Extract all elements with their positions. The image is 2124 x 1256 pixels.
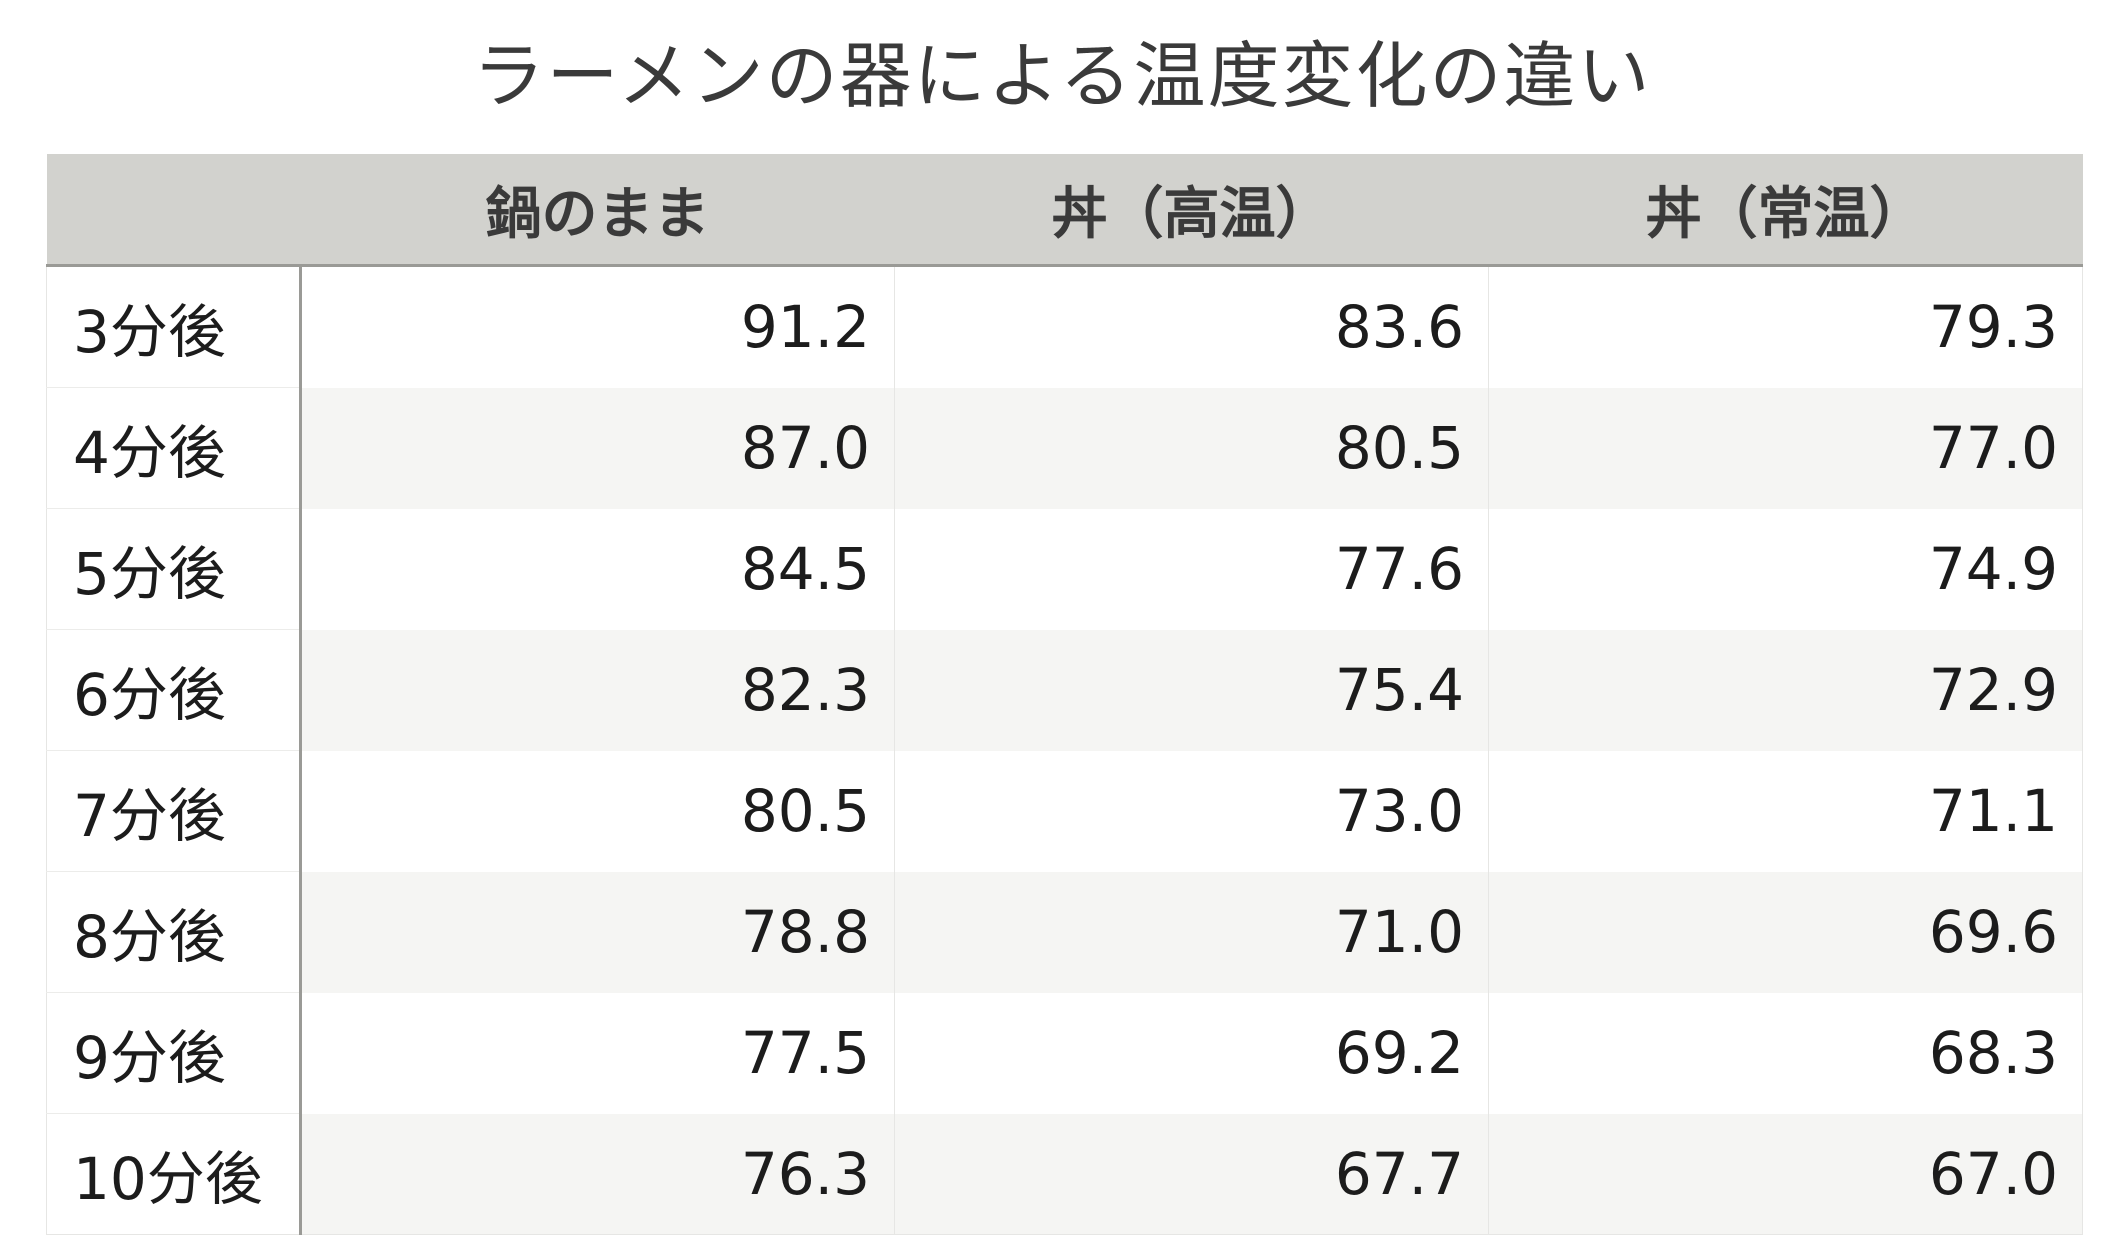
value-cell: 82.3 (300, 629, 895, 751)
header-row: 鍋のまま 丼（高温） 丼（常温） (46, 154, 2083, 267)
table-row: 5分後 84.5 77.6 74.9 (46, 508, 2083, 630)
header-cell-nabe: 鍋のまま (300, 154, 895, 267)
value-cell: 87.0 (300, 387, 895, 509)
row-label-cell: 9分後 (46, 992, 302, 1114)
row-label-cell: 5分後 (46, 508, 302, 630)
table-row: 10分後 76.3 67.7 67.0 (46, 1113, 2083, 1235)
value-cell: 74.9 (1488, 508, 2083, 630)
header-cell-corner (46, 154, 301, 267)
value-cell: 71.1 (1488, 750, 2083, 872)
value-cell: 84.5 (300, 508, 895, 630)
row-label-cell: 3分後 (46, 265, 302, 388)
value-cell: 77.6 (894, 508, 1489, 630)
table-row: 7分後 80.5 73.0 71.1 (46, 750, 2083, 872)
table-row: 8分後 78.8 71.0 69.6 (46, 871, 2083, 993)
header-cell-don-high: 丼（高温） (894, 154, 1489, 267)
value-cell: 69.2 (894, 992, 1489, 1114)
value-cell: 79.3 (1488, 265, 2083, 388)
data-table: 鍋のまま 丼（高温） 丼（常温） 3分後 91.2 83.6 79.3 4分後 87.0 8… (46, 154, 2083, 1235)
row-label-cell: 10分後 (46, 1113, 302, 1235)
value-cell: 78.8 (300, 871, 895, 993)
table-row: 9分後 77.5 69.2 68.3 (46, 992, 2083, 1114)
value-cell: 72.9 (1488, 629, 2083, 751)
value-cell: 77.0 (1488, 387, 2083, 509)
value-cell: 91.2 (300, 265, 895, 388)
chart-title: ラーメンの器による温度変化の違い (472, 34, 1652, 118)
value-cell: 69.6 (1488, 871, 2083, 993)
value-cell: 67.0 (1488, 1113, 2083, 1235)
value-cell: 73.0 (894, 750, 1489, 872)
row-label-cell: 8分後 (46, 871, 302, 993)
value-cell: 75.4 (894, 629, 1489, 751)
table-row: 3分後 91.2 83.6 79.3 (46, 265, 2083, 388)
value-cell: 77.5 (300, 992, 895, 1114)
row-label-cell: 7分後 (46, 750, 302, 872)
value-cell: 80.5 (894, 387, 1489, 509)
value-cell: 76.3 (300, 1113, 895, 1235)
value-cell: 83.6 (894, 265, 1489, 388)
data-table-container: 鍋のまま 丼（高温） 丼（常温） 3分後 91.2 83.6 79.3 4分後 87.0 8… (46, 154, 2083, 1235)
value-cell: 80.5 (300, 750, 895, 872)
table-row: 4分後 87.0 80.5 77.0 (46, 387, 2083, 509)
value-cell: 68.3 (1488, 992, 2083, 1114)
row-label-cell: 4分後 (46, 387, 302, 509)
header-cell-don-normal: 丼（常温） (1488, 154, 2083, 267)
row-label-cell: 6分後 (46, 629, 302, 751)
table-body: 3分後 91.2 83.6 79.3 4分後 87.0 80.5 77.0 5分後 84.5 77.… (46, 265, 2083, 1235)
value-cell: 71.0 (894, 871, 1489, 993)
table-row: 6分後 82.3 75.4 72.9 (46, 629, 2083, 751)
value-cell: 67.7 (894, 1113, 1489, 1235)
